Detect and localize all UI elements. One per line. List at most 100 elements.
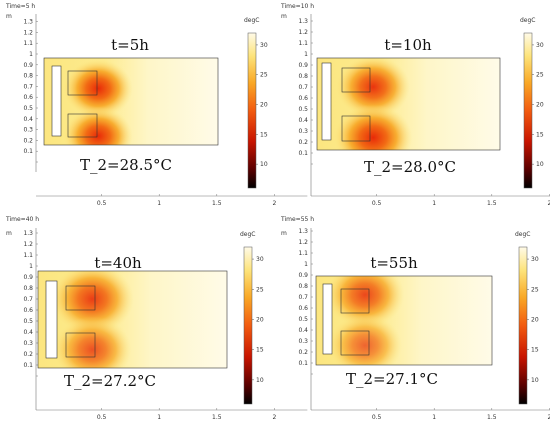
y-tick-label: 0.9 bbox=[23, 274, 33, 281]
colorbar-tick-label: 25 bbox=[256, 286, 264, 293]
y-tick-label: 1.1 bbox=[23, 40, 33, 47]
heat-source-box bbox=[340, 288, 370, 314]
x-tick-label: 0.5 bbox=[97, 200, 107, 207]
colorbar-tick-label: 30 bbox=[260, 42, 268, 49]
y-tick-label: 0.8 bbox=[298, 73, 308, 80]
x-tick-label: 1 bbox=[432, 414, 436, 421]
x-tick-label: 1 bbox=[432, 200, 436, 207]
colorbar-tick-label: 25 bbox=[531, 286, 539, 293]
x-tick-label: 1.5 bbox=[487, 200, 497, 207]
time-label: Time=55 h bbox=[280, 216, 314, 223]
heat-source-box bbox=[65, 285, 96, 311]
x-tick-label: 0.5 bbox=[97, 414, 107, 421]
y-tick-label: 0.6 bbox=[23, 94, 33, 101]
y-tick-label: 0.8 bbox=[23, 73, 33, 80]
y-tick-label: 0.8 bbox=[23, 285, 33, 292]
y-tick-label: 1.3 bbox=[298, 18, 308, 25]
panel-p2: Time=10 h m 1.3 1.2 1.1 1 0.9 0.8 0.7 0.6 0.5 0.4 0.… bbox=[280, 3, 550, 207]
x-tick-label: 1.5 bbox=[212, 200, 222, 207]
temperature-field bbox=[38, 271, 227, 368]
x-tick-label: 0.5 bbox=[372, 200, 382, 207]
y-tick-label: 1 bbox=[304, 51, 308, 58]
y-tick-label: 0.4 bbox=[298, 117, 308, 124]
panel-p1: Time=5 h m 1.3 1.2 1.1 1 0.9 0.8 0.7 0.6 0.5 0.4 0.3… bbox=[5, 3, 308, 207]
temperature-label: T_2=28.5°C bbox=[80, 156, 172, 174]
axis-unit: m bbox=[6, 13, 12, 20]
wall-object bbox=[322, 283, 333, 355]
y-tick-label: 0.4 bbox=[23, 116, 33, 123]
axis-unit: m bbox=[281, 230, 287, 237]
colorbar-tick-label: 25 bbox=[536, 72, 544, 79]
x-tick-label: 1 bbox=[157, 414, 161, 421]
y-tick-label: 0.3 bbox=[23, 340, 33, 347]
temperature-field bbox=[316, 276, 492, 365]
heat-spot bbox=[63, 106, 133, 145]
time-label: Time=10 h bbox=[280, 3, 314, 10]
colorbar-tick-label: 20 bbox=[256, 316, 264, 323]
y-tick-label: 0.1 bbox=[298, 150, 308, 157]
temperature-field bbox=[44, 58, 218, 145]
colorbar bbox=[247, 32, 257, 189]
colorbar-tick-label: 20 bbox=[260, 102, 268, 109]
panel-p4: Time=55 h m 1.3 1.2 1.1 1 0.9 0.8 0.7 0.6 0.5 0.4 0.… bbox=[280, 216, 550, 421]
heat-source-box bbox=[340, 330, 370, 356]
y-tick-label: 1.3 bbox=[298, 228, 308, 235]
y-tick-label: 0.5 bbox=[298, 106, 308, 113]
y-tick-label: 0.9 bbox=[23, 62, 33, 69]
time-label: Time=40 h bbox=[5, 216, 39, 223]
y-tick-label: 1 bbox=[304, 261, 308, 268]
y-tick-label: 1 bbox=[29, 51, 33, 58]
colorbar-tick-label: 15 bbox=[256, 347, 264, 354]
x-tick-label: 2 bbox=[272, 414, 276, 421]
y-tick-label: 1.2 bbox=[298, 239, 308, 246]
colorbar-tick-label: 15 bbox=[536, 131, 544, 138]
y-tick-label: 0.8 bbox=[298, 283, 308, 290]
y-tick-label: 1.2 bbox=[23, 29, 33, 36]
colorbar bbox=[518, 246, 528, 405]
colorbar-unit: degC bbox=[240, 231, 256, 238]
colorbar-tick-label: 10 bbox=[536, 161, 544, 168]
x-tick-label: 2 bbox=[547, 414, 550, 421]
colorbar-tick-label: 10 bbox=[531, 377, 539, 384]
colorbar-tick-label: 10 bbox=[260, 161, 268, 168]
colorbar bbox=[243, 246, 253, 405]
heat-spot bbox=[50, 271, 134, 335]
y-tick-label: 0.1 bbox=[298, 360, 308, 367]
axis-unit: m bbox=[281, 13, 287, 20]
panel-title: t=55h bbox=[370, 254, 418, 272]
y-tick-label: 0.9 bbox=[298, 272, 308, 279]
panel-p3: Time=40 h m 1.3 1.2 1.1 1 0.9 0.8 0.7 0.6 0.5 0.4 0.… bbox=[5, 216, 308, 421]
colorbar-unit: degC bbox=[515, 231, 531, 238]
y-tick-label: 0.6 bbox=[23, 307, 33, 314]
y-tick-label: 0.1 bbox=[23, 148, 33, 155]
domain-boundary bbox=[37, 270, 228, 369]
heat-source-box bbox=[65, 332, 96, 358]
y-tick-label: 0.7 bbox=[298, 294, 308, 301]
x-tick-label: 1 bbox=[157, 200, 161, 207]
heat-spot bbox=[336, 58, 410, 119]
x-tick-label: 2 bbox=[272, 200, 276, 207]
y-tick-label: 0.2 bbox=[23, 137, 33, 144]
domain-boundary bbox=[316, 57, 501, 151]
y-tick-label: 0.2 bbox=[23, 351, 33, 358]
heat-spot bbox=[63, 59, 133, 118]
y-tick-label: 0.2 bbox=[298, 349, 308, 356]
y-tick-label: 1.1 bbox=[298, 40, 308, 47]
colorbar-tick-label: 30 bbox=[531, 256, 539, 263]
x-tick-label: 1.5 bbox=[487, 414, 497, 421]
y-tick-label: 0.9 bbox=[298, 62, 308, 69]
y-tick-label: 0.1 bbox=[23, 362, 33, 369]
y-tick-label: 1.1 bbox=[23, 252, 33, 259]
temperature-label: T_2=27.1°C bbox=[346, 370, 438, 388]
wall-object bbox=[45, 280, 58, 359]
y-tick-label: 0.2 bbox=[298, 139, 308, 146]
temperature-label: T_2=27.2°C bbox=[64, 372, 156, 390]
wall-object bbox=[51, 65, 62, 137]
colorbar-unit: degC bbox=[244, 17, 260, 24]
panel-title: t=40h bbox=[94, 254, 142, 272]
colorbar-tick-label: 30 bbox=[536, 42, 544, 49]
temperature-field bbox=[317, 58, 500, 150]
y-tick-label: 1.3 bbox=[23, 19, 33, 26]
panel-title: t=10h bbox=[384, 36, 432, 54]
